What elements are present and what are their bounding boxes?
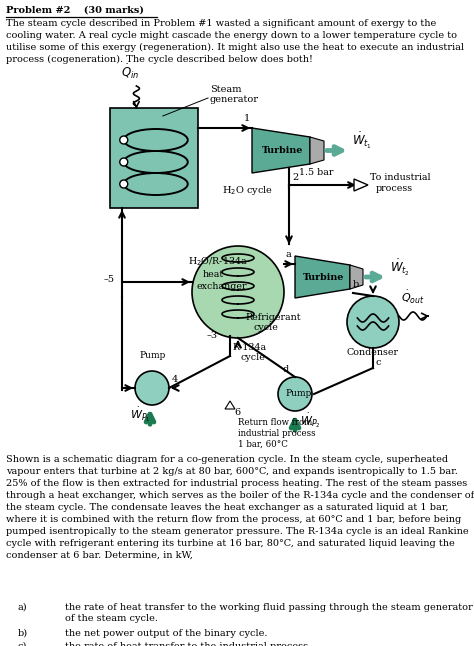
Circle shape: [278, 377, 312, 411]
Text: 4: 4: [172, 375, 178, 384]
Polygon shape: [252, 128, 310, 173]
Text: c): c): [18, 642, 27, 646]
Text: c: c: [376, 358, 382, 367]
Text: of the steam cycle.: of the steam cycle.: [65, 614, 158, 623]
Text: $\dot{Q}_{in}$: $\dot{Q}_{in}$: [121, 63, 140, 81]
Text: $\dot{W}_{P_2}$: $\dot{W}_{P_2}$: [300, 412, 321, 430]
Text: 6: 6: [234, 408, 240, 417]
Text: Refrigerant: Refrigerant: [246, 313, 301, 322]
Text: the net power output of the binary cycle.: the net power output of the binary cycle…: [65, 629, 267, 638]
Text: 1.5 bar: 1.5 bar: [299, 168, 333, 177]
Text: heat: heat: [203, 270, 224, 279]
Text: industrial process: industrial process: [238, 429, 316, 438]
Text: a): a): [18, 603, 27, 612]
Text: Problem #2    (30 marks): Problem #2 (30 marks): [6, 6, 144, 15]
Text: $\dot{Q}_{out}$: $\dot{Q}_{out}$: [401, 289, 425, 306]
Text: R-134a: R-134a: [233, 343, 267, 352]
Text: 1 bar, 60°C: 1 bar, 60°C: [238, 440, 288, 449]
Text: generator: generator: [210, 95, 259, 104]
Text: b): b): [18, 629, 28, 638]
Text: a: a: [286, 250, 292, 259]
Text: H$_2$O/R-134a: H$_2$O/R-134a: [188, 255, 248, 267]
Polygon shape: [354, 179, 368, 191]
Text: process: process: [376, 184, 413, 193]
Circle shape: [135, 371, 169, 405]
FancyBboxPatch shape: [110, 108, 198, 208]
Text: $\dot{W}_{P_1}$: $\dot{W}_{P_1}$: [130, 406, 151, 424]
Polygon shape: [225, 401, 235, 409]
Text: 2: 2: [292, 173, 298, 182]
Text: Pump: Pump: [285, 389, 311, 398]
Circle shape: [120, 136, 128, 144]
Text: 1: 1: [244, 114, 250, 123]
Text: Return flow from: Return flow from: [238, 418, 312, 427]
Circle shape: [120, 158, 128, 166]
Text: cycle: cycle: [241, 353, 266, 362]
Text: –3: –3: [207, 331, 218, 340]
Polygon shape: [310, 137, 324, 164]
Circle shape: [192, 246, 284, 338]
Text: the rate of heat transfer to the industrial process.: the rate of heat transfer to the industr…: [65, 642, 311, 646]
Text: Shown is a schematic diagram for a co-generation cycle. In the steam cycle, supe: Shown is a schematic diagram for a co-ge…: [6, 455, 474, 559]
Text: Condenser: Condenser: [347, 348, 399, 357]
Text: To industrial: To industrial: [370, 173, 430, 182]
Text: Turbine: Turbine: [262, 146, 303, 155]
Circle shape: [347, 296, 399, 348]
Circle shape: [120, 180, 128, 188]
Text: the rate of heat transfer to the working fluid passing through the steam generat: the rate of heat transfer to the working…: [65, 603, 473, 612]
Text: $\dot{W}_{t_1}$: $\dot{W}_{t_1}$: [352, 131, 372, 151]
Text: $\dot{W}_{t_2}$: $\dot{W}_{t_2}$: [390, 258, 410, 278]
Text: –5: –5: [104, 275, 115, 284]
Text: Pump: Pump: [139, 351, 165, 360]
Polygon shape: [295, 256, 350, 298]
Polygon shape: [350, 265, 363, 289]
Text: H$_2$O cycle: H$_2$O cycle: [222, 184, 273, 197]
Text: exchanger: exchanger: [197, 282, 247, 291]
Text: d: d: [283, 365, 289, 374]
Text: cycle: cycle: [254, 323, 279, 332]
Text: Steam: Steam: [210, 85, 241, 94]
Text: The steam cycle described in Problem #1 wasted a significant amount of exergy to: The steam cycle described in Problem #1 …: [6, 19, 464, 64]
Text: b: b: [353, 280, 359, 289]
Text: Turbine: Turbine: [303, 273, 344, 282]
